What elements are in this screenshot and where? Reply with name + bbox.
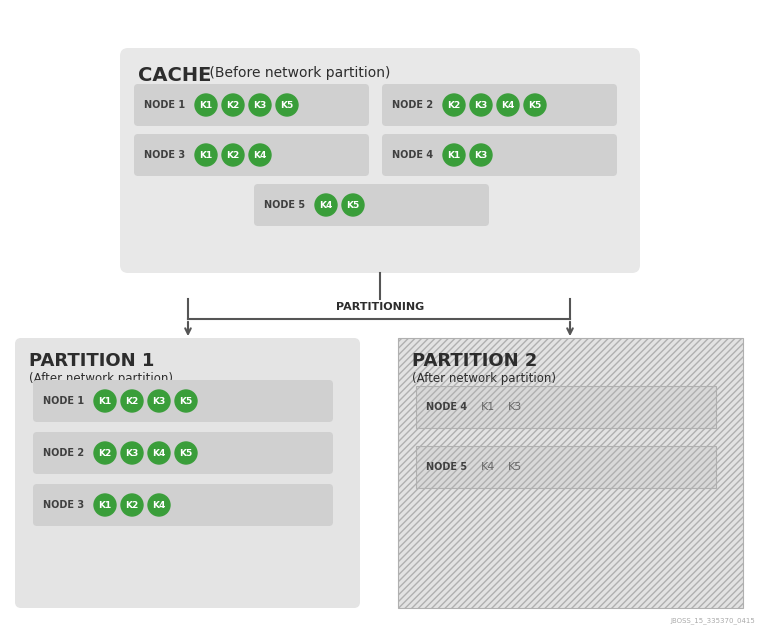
Text: PARTITION 1: PARTITION 1 [29,352,154,370]
FancyBboxPatch shape [33,484,333,526]
Bar [416,386,716,428]
Circle shape [497,94,519,116]
Text: K1: K1 [448,151,461,160]
Text: K2: K2 [125,396,138,406]
Text: K3: K3 [474,151,488,160]
Text: K3: K3 [125,448,138,458]
Text: K2: K2 [226,151,239,160]
Text: K3: K3 [508,402,522,412]
Text: K1: K1 [199,100,213,109]
Text: K1: K1 [98,501,112,509]
Circle shape [121,494,143,516]
Circle shape [443,144,465,166]
Text: K3: K3 [253,100,267,109]
Text: K2: K2 [125,501,138,509]
Circle shape [148,442,170,464]
Text: K3: K3 [474,100,488,109]
Circle shape [175,442,197,464]
Text: (After network partition): (After network partition) [412,372,556,385]
Circle shape [94,494,116,516]
Bar [398,338,743,608]
Circle shape [342,194,364,216]
Circle shape [195,144,217,166]
Text: K2: K2 [226,100,239,109]
Circle shape [443,94,465,116]
FancyBboxPatch shape [120,48,640,273]
Circle shape [249,94,271,116]
Text: K4: K4 [253,151,267,160]
Text: K4: K4 [481,462,496,472]
Circle shape [148,390,170,412]
Text: K5: K5 [179,448,192,458]
Text: K1: K1 [481,402,495,412]
Circle shape [276,94,298,116]
Text: NODE 5: NODE 5 [264,200,305,210]
Text: K4: K4 [319,200,333,210]
Text: NODE 2: NODE 2 [392,100,433,110]
FancyBboxPatch shape [134,84,369,126]
Text: (After network partition): (After network partition) [29,372,173,385]
Circle shape [148,494,170,516]
Text: NODE 1: NODE 1 [43,396,84,406]
Text: NODE 2: NODE 2 [43,448,84,458]
Text: NODE 3: NODE 3 [43,500,84,510]
FancyBboxPatch shape [254,184,489,226]
Text: K5: K5 [179,396,192,406]
Text: PARTITIONING: PARTITIONING [336,302,424,312]
Text: NODE 4: NODE 4 [426,402,467,412]
Text: K1: K1 [199,151,213,160]
Text: K5: K5 [347,200,359,210]
FancyBboxPatch shape [382,84,617,126]
Circle shape [121,390,143,412]
Text: K3: K3 [152,396,166,406]
Text: K4: K4 [152,501,166,509]
FancyBboxPatch shape [33,380,333,422]
Bar [416,446,716,488]
Text: (Before network partition): (Before network partition) [205,66,391,80]
FancyBboxPatch shape [33,432,333,474]
Text: PARTITION 2: PARTITION 2 [412,352,537,370]
Text: K5: K5 [280,100,293,109]
Text: K4: K4 [152,448,166,458]
Circle shape [195,94,217,116]
Circle shape [524,94,546,116]
Text: CACHE: CACHE [138,66,211,85]
Circle shape [470,144,492,166]
Text: K5: K5 [528,100,542,109]
Circle shape [222,94,244,116]
Text: NODE 1: NODE 1 [144,100,185,110]
Text: K4: K4 [502,100,515,109]
Text: K1: K1 [98,396,112,406]
Text: K5: K5 [508,462,522,472]
Text: K2: K2 [448,100,461,109]
Circle shape [470,94,492,116]
Circle shape [121,442,143,464]
Circle shape [222,144,244,166]
Circle shape [175,390,197,412]
Text: NODE 5: NODE 5 [426,462,467,472]
Text: NODE 3: NODE 3 [144,150,185,160]
Text: NODE 4: NODE 4 [392,150,433,160]
Circle shape [94,442,116,464]
Circle shape [315,194,337,216]
Text: JBOSS_15_335370_0415: JBOSS_15_335370_0415 [670,617,755,624]
Circle shape [94,390,116,412]
FancyBboxPatch shape [382,134,617,176]
Circle shape [249,144,271,166]
FancyBboxPatch shape [134,134,369,176]
FancyBboxPatch shape [15,338,360,608]
Text: K2: K2 [98,448,112,458]
